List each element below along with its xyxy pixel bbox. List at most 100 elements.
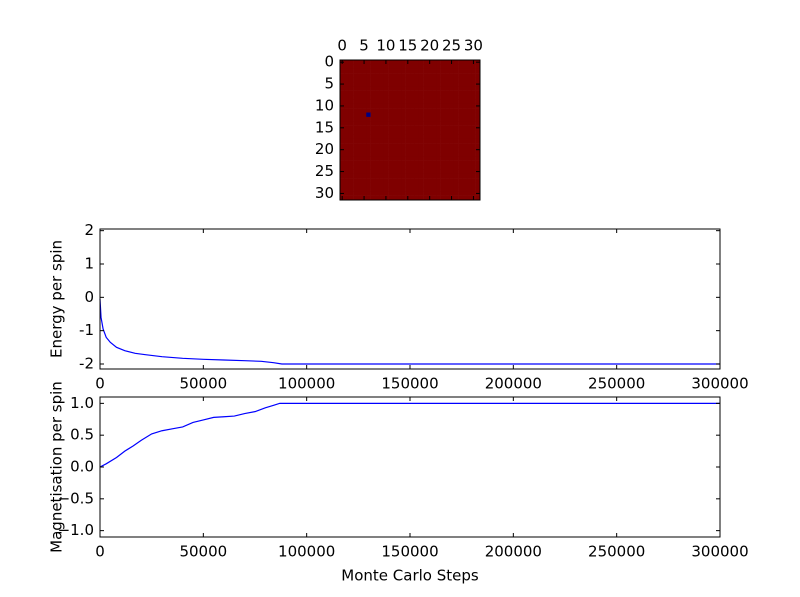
spin-cell — [440, 195, 446, 201]
spin-cell — [427, 90, 433, 96]
spin-cell — [445, 182, 450, 188]
spin-cell — [440, 116, 446, 122]
spin-cell — [475, 77, 481, 83]
spin-cell — [414, 125, 420, 131]
spin-cell — [458, 108, 463, 113]
spin-cell — [449, 134, 455, 140]
spin-cell — [348, 108, 354, 113]
spin-cell — [427, 95, 433, 100]
spin-cell — [449, 178, 455, 183]
spin-cell — [471, 121, 476, 126]
data-line — [99, 402, 720, 468]
spin-cell — [427, 147, 433, 153]
spin-cell — [348, 195, 354, 201]
spin-cell — [475, 86, 481, 91]
spin-cell — [427, 169, 433, 175]
spin-cell — [462, 68, 468, 74]
spin-cell — [458, 86, 463, 91]
x-tick-label: 150000 — [381, 375, 438, 393]
spin-cell — [466, 195, 472, 201]
spin-cell — [418, 138, 424, 144]
spin-cell — [418, 77, 424, 83]
spin-cell — [392, 125, 398, 131]
spin-cell — [427, 130, 433, 135]
spin-cell — [344, 121, 350, 126]
spin-cell — [458, 143, 463, 148]
spin-cell — [396, 173, 402, 179]
spin-cell — [379, 103, 385, 109]
spin-cell — [405, 73, 411, 78]
spin-cell — [414, 130, 420, 135]
spin-cell — [388, 182, 393, 188]
spin-cell — [475, 68, 481, 74]
spin-cell — [383, 191, 389, 196]
spin-cell — [366, 60, 371, 65]
x-tick-label: 0 — [337, 37, 347, 55]
spin-cell — [353, 160, 358, 166]
y-tick-label: −0.5 — [58, 489, 94, 507]
spin-cell — [436, 160, 441, 166]
spin-cell — [410, 77, 415, 83]
spin-cell — [375, 143, 380, 148]
spin-cell — [410, 134, 415, 140]
spin-cell — [379, 130, 385, 135]
spin-cell — [436, 173, 441, 179]
spin-cell — [427, 77, 433, 83]
spin-cell — [361, 130, 367, 135]
y-axis-label: Magnetisation per spin — [48, 381, 66, 553]
spin-cell — [458, 68, 463, 74]
spin-cell — [353, 81, 358, 87]
spin-cell — [449, 81, 455, 87]
spin-cell — [436, 191, 441, 196]
spin-cell — [383, 121, 389, 126]
spin-cell — [348, 169, 354, 175]
spin-cell — [348, 173, 354, 179]
spin-cell — [361, 169, 367, 175]
spin-cell — [348, 156, 354, 161]
spin-cell — [401, 169, 406, 175]
spin-cell — [353, 195, 358, 201]
spin-cell — [427, 68, 433, 74]
spin-cell — [353, 143, 358, 148]
spin-cell — [383, 90, 389, 96]
x-tick-label: 200000 — [485, 543, 542, 561]
spin-cell — [357, 178, 363, 183]
spin-cell — [383, 178, 389, 183]
spin-cell — [471, 138, 476, 144]
spin-cell — [340, 64, 345, 70]
spin-cell — [392, 165, 398, 170]
spin-cell — [414, 178, 420, 183]
spin-cell — [344, 151, 350, 157]
spin-cell — [458, 151, 463, 157]
spin-cell — [388, 64, 393, 70]
spin-cell — [348, 182, 354, 188]
spin-cell — [357, 77, 363, 83]
spin-cell — [431, 108, 437, 113]
spin-cell — [340, 182, 345, 188]
spin-cell — [440, 103, 446, 109]
spin-cell — [410, 151, 415, 157]
spin-cell — [410, 99, 415, 105]
spin-cell — [396, 186, 402, 192]
spin-cell — [405, 186, 411, 192]
spin-cell — [375, 147, 380, 153]
spin-cell — [396, 151, 402, 157]
spin-cell — [453, 90, 459, 96]
spin-cell — [436, 151, 441, 157]
spin-cell — [366, 103, 371, 109]
spin-cell — [462, 165, 468, 170]
spin-cell — [431, 99, 437, 105]
spin-cell — [392, 195, 398, 201]
spin-cell — [445, 108, 450, 113]
spin-cell — [401, 121, 406, 126]
y-tick-label: -1 — [79, 321, 94, 339]
spin-cell — [370, 165, 376, 170]
spin-cell — [449, 151, 455, 157]
spin-cell — [466, 64, 472, 70]
spin-cell — [466, 169, 472, 175]
spin-cell — [361, 64, 367, 70]
spin-cell — [453, 147, 459, 153]
spin-cell — [340, 143, 345, 148]
spin-cell — [344, 160, 350, 166]
spin-cell — [375, 112, 380, 118]
